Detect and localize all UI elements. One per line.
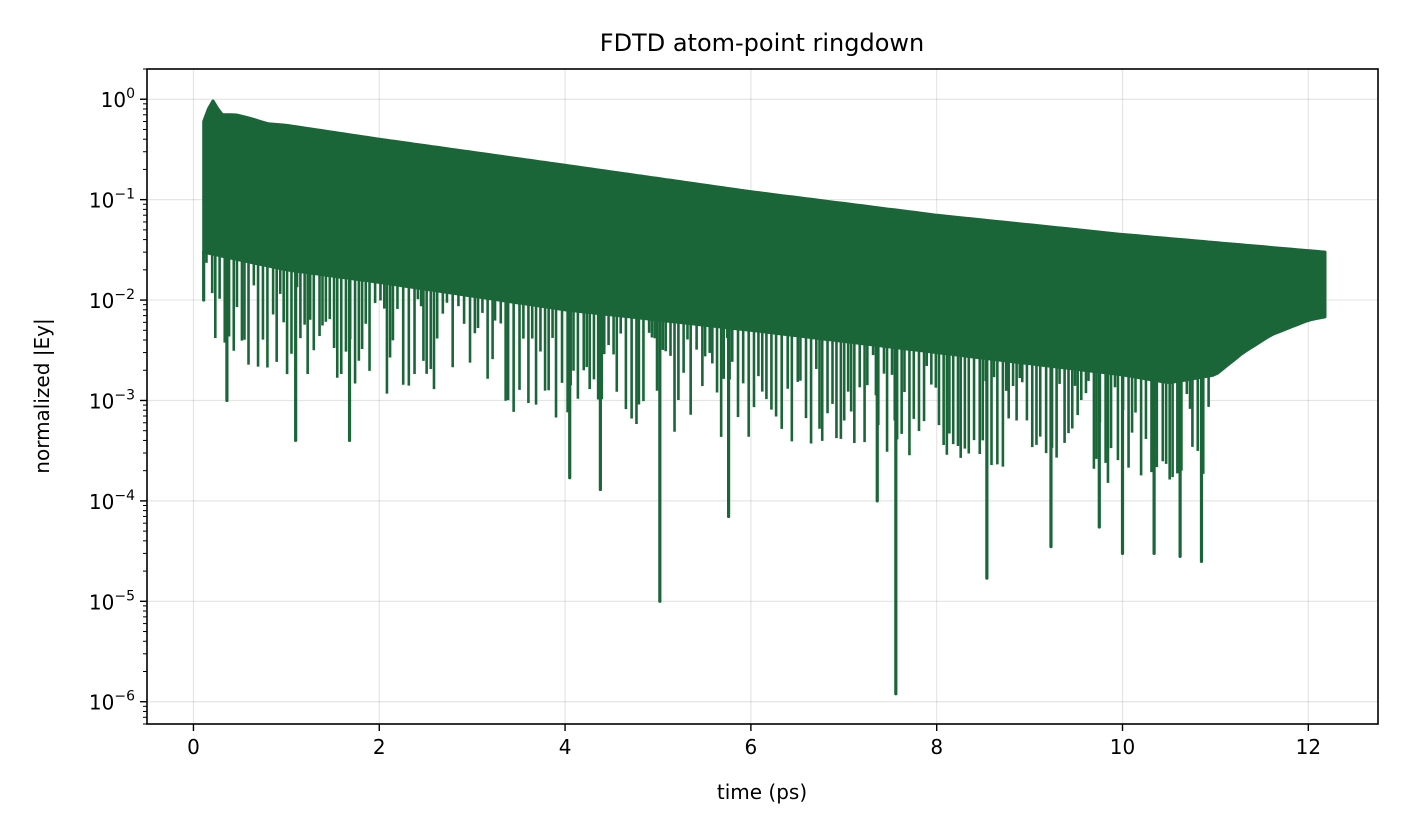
y-tick-label: 10−6 [89, 689, 135, 715]
plot-frame [146, 68, 1379, 725]
x-tick-label: 6 [745, 735, 758, 759]
x-tick-label: 12 [1296, 735, 1321, 759]
x-axis-label: time (ps) [717, 780, 807, 804]
x-tick-label: 4 [559, 735, 572, 759]
y-tick-label: 10−4 [89, 488, 135, 514]
y-tick-label: 100 [101, 86, 135, 112]
y-tick-label: 10−3 [89, 387, 135, 413]
data-series [202, 99, 1327, 696]
x-tick-label: 0 [187, 735, 200, 759]
y-tick-label: 10−5 [89, 588, 135, 614]
y-axis-label: normalized |Ey| [30, 318, 54, 473]
ticks: 0 2 4 6 8 10 12 10−6 10−5 10−4 10−3 10−2 10−1 100 [89, 68, 1321, 759]
x-tick-label: 10 [1110, 735, 1135, 759]
x-tick-label: 8 [930, 735, 943, 759]
y-tick-label: 10−1 [89, 187, 135, 213]
y-tick-label: 10−2 [89, 287, 135, 313]
x-tick-label: 2 [373, 735, 386, 759]
chart-title: FDTD atom-point ringdown [600, 29, 924, 57]
